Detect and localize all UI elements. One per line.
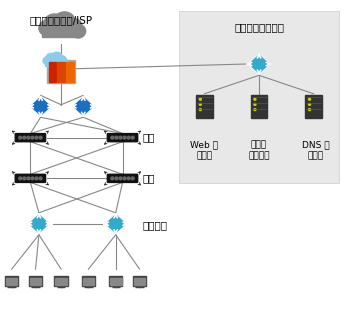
Circle shape — [127, 177, 130, 180]
Bar — [66, 72, 74, 77]
Circle shape — [53, 11, 76, 32]
Circle shape — [56, 55, 67, 65]
Bar — [55, 278, 67, 285]
Bar — [66, 77, 74, 82]
Circle shape — [119, 136, 122, 139]
Bar — [57, 72, 65, 77]
Circle shape — [199, 104, 201, 105]
Bar — [49, 67, 56, 71]
Bar — [66, 67, 74, 71]
Bar — [57, 77, 65, 82]
Bar — [83, 278, 94, 285]
Bar — [5, 276, 18, 286]
Text: DNS サ
ーバー: DNS サ ーバー — [301, 141, 329, 160]
Text: 配布: 配布 — [143, 173, 155, 183]
Bar — [57, 67, 65, 71]
Text: コア: コア — [143, 133, 155, 143]
FancyBboxPatch shape — [15, 174, 45, 182]
Bar — [305, 94, 322, 118]
Circle shape — [31, 136, 34, 139]
Circle shape — [123, 177, 126, 180]
Polygon shape — [105, 213, 127, 234]
Bar — [110, 278, 121, 285]
Bar — [139, 286, 140, 287]
Circle shape — [309, 104, 311, 105]
Circle shape — [115, 136, 118, 139]
Circle shape — [254, 109, 256, 111]
Circle shape — [127, 136, 130, 139]
Text: 境界ネットワーク: 境界ネットワーク — [234, 22, 284, 32]
Circle shape — [115, 177, 118, 180]
Text: メール
サーバー: メール サーバー — [248, 141, 270, 160]
FancyBboxPatch shape — [107, 134, 138, 142]
Circle shape — [119, 177, 122, 180]
Circle shape — [23, 136, 26, 139]
Circle shape — [199, 109, 201, 111]
Text: アクセス: アクセス — [143, 220, 168, 230]
Circle shape — [35, 177, 38, 180]
Bar — [30, 278, 41, 285]
Bar — [29, 276, 42, 286]
Circle shape — [42, 56, 53, 65]
Circle shape — [111, 136, 114, 139]
Polygon shape — [248, 54, 270, 74]
Polygon shape — [72, 96, 95, 117]
Circle shape — [63, 17, 83, 35]
Bar — [82, 276, 95, 286]
Circle shape — [131, 136, 134, 139]
Circle shape — [254, 104, 256, 105]
Bar — [49, 72, 56, 77]
Circle shape — [199, 98, 201, 100]
Bar — [6, 278, 18, 285]
Polygon shape — [28, 213, 50, 234]
Bar — [60, 286, 62, 287]
FancyBboxPatch shape — [15, 134, 45, 142]
Circle shape — [123, 136, 126, 139]
Circle shape — [111, 177, 114, 180]
Bar — [251, 94, 267, 118]
Bar — [35, 286, 36, 287]
FancyBboxPatch shape — [107, 174, 138, 182]
Bar — [45, 62, 65, 66]
Circle shape — [51, 52, 63, 63]
Circle shape — [45, 53, 57, 64]
Text: Web サ
ーバー: Web サ ーバー — [191, 141, 218, 160]
Bar — [11, 286, 12, 287]
Circle shape — [60, 58, 69, 67]
Circle shape — [131, 177, 134, 180]
Circle shape — [39, 136, 42, 139]
Bar — [49, 62, 56, 66]
Circle shape — [35, 136, 38, 139]
Circle shape — [38, 20, 57, 37]
Bar — [87, 286, 89, 287]
Circle shape — [39, 177, 42, 180]
Circle shape — [19, 177, 22, 180]
Circle shape — [19, 136, 22, 139]
Bar — [66, 62, 74, 66]
Circle shape — [70, 24, 86, 39]
Text: インターネット/ISP: インターネット/ISP — [30, 15, 93, 26]
Bar — [133, 276, 146, 286]
Circle shape — [254, 98, 256, 100]
Bar — [42, 30, 80, 37]
Bar — [196, 94, 213, 118]
Bar — [134, 278, 146, 285]
Bar — [179, 11, 339, 183]
Polygon shape — [29, 96, 52, 117]
Bar — [109, 276, 122, 286]
Circle shape — [27, 136, 30, 139]
Bar — [57, 62, 65, 66]
Circle shape — [27, 177, 30, 180]
Bar — [54, 276, 68, 286]
Circle shape — [23, 177, 26, 180]
Circle shape — [31, 177, 34, 180]
Bar — [115, 286, 117, 287]
Circle shape — [43, 13, 65, 33]
Circle shape — [309, 109, 311, 111]
Circle shape — [309, 98, 311, 100]
Bar — [47, 60, 75, 83]
Bar — [49, 77, 56, 82]
